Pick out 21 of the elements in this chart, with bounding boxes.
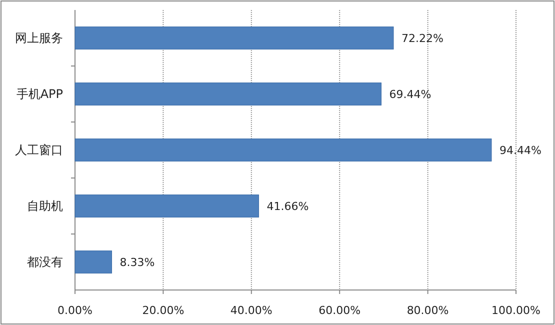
bar: [74, 250, 112, 274]
x-tick-label: 80.00%: [406, 304, 449, 317]
y-tick-label: 都没有: [27, 255, 63, 269]
bar: [74, 194, 259, 218]
y-tick-label: 人工窗口: [15, 143, 63, 157]
x-tick-label: 20.00%: [142, 304, 184, 317]
x-tick-label: 100.00%: [492, 304, 540, 317]
y-tick-label: 自助机: [27, 199, 63, 213]
y-tick-label: 手机APP: [16, 87, 63, 101]
data-label: 41.66%: [266, 200, 309, 213]
y-tick-label: 网上服务: [15, 31, 63, 45]
data-label: 8.33%: [120, 256, 155, 269]
x-tick-label: 60.00%: [318, 304, 361, 317]
x-tick-label: 0.00%: [58, 304, 92, 317]
bar: [74, 26, 394, 50]
bar: [74, 82, 382, 106]
data-label: 72.22%: [401, 32, 444, 45]
data-label: 69.44%: [389, 88, 432, 101]
bar: [74, 138, 492, 162]
data-label: 94.44%: [499, 144, 542, 157]
x-tick-label: 40.00%: [230, 304, 272, 317]
